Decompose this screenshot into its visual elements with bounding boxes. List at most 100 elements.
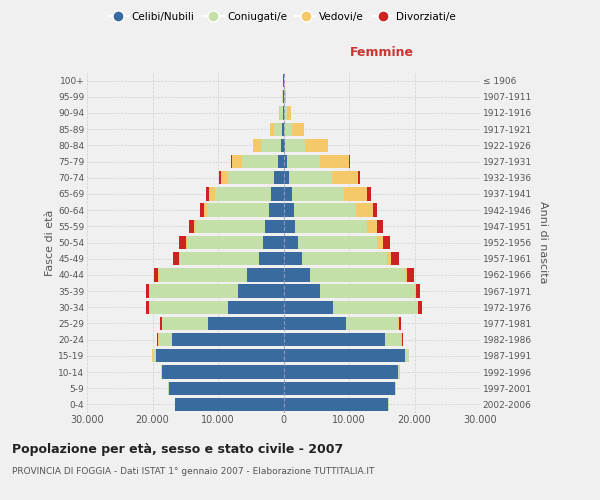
Bar [208,317,284,330]
Bar [284,236,298,249]
Bar [196,220,265,233]
Bar [156,349,284,362]
Bar [280,106,283,120]
Bar [284,188,292,200]
Bar [158,268,159,281]
Bar [320,155,349,168]
Bar [179,236,186,249]
Bar [179,252,180,266]
Bar [161,366,163,378]
Bar [215,188,271,200]
Bar [278,155,284,168]
Bar [238,284,284,298]
Bar [298,236,377,249]
Bar [398,317,399,330]
Bar [346,317,398,330]
Bar [284,317,346,330]
Bar [310,268,404,281]
Bar [287,106,290,120]
Bar [373,204,377,217]
Bar [401,333,402,346]
Bar [385,333,401,346]
Bar [253,138,261,152]
Bar [282,122,284,136]
Bar [404,268,407,281]
Bar [242,155,278,168]
Bar [284,382,395,395]
Bar [146,284,149,298]
Bar [146,300,149,314]
Bar [159,333,172,346]
Bar [259,252,284,266]
Bar [284,106,287,120]
Bar [415,284,416,298]
Bar [377,220,383,233]
Bar [284,300,332,314]
Bar [332,300,418,314]
Bar [367,220,377,233]
Bar [149,284,238,298]
Bar [294,204,356,217]
Bar [284,90,285,104]
Bar [284,138,285,152]
Bar [163,317,208,330]
Bar [229,171,274,184]
Bar [367,188,371,200]
Bar [292,122,304,136]
Bar [282,90,283,104]
Text: PROVINCIA DI FOGGIA - Dati ISTAT 1° gennaio 2007 - Elaborazione TUTTITALIA.IT: PROVINCIA DI FOGGIA - Dati ISTAT 1° genn… [12,468,374,476]
Bar [383,236,390,249]
Bar [377,236,383,249]
Bar [387,252,391,266]
Bar [186,236,187,249]
Bar [161,317,163,330]
Bar [158,333,159,346]
Bar [218,171,221,184]
Bar [175,398,284,411]
Bar [284,366,398,378]
Bar [349,155,350,168]
Bar [221,171,229,184]
Bar [172,333,284,346]
Bar [269,204,284,217]
Bar [284,155,287,168]
Bar [278,106,280,120]
Bar [173,252,179,266]
Bar [407,268,414,281]
Bar [284,284,320,298]
Bar [284,122,292,136]
Bar [332,171,358,184]
Bar [169,382,284,395]
Bar [416,284,421,298]
Bar [180,252,259,266]
Bar [232,155,242,168]
Bar [305,138,328,152]
Bar [358,171,360,184]
Bar [168,382,169,395]
Bar [284,171,289,184]
Bar [284,333,385,346]
Bar [261,138,281,152]
Bar [263,236,284,249]
Bar [194,220,196,233]
Bar [292,188,344,200]
Bar [284,349,404,362]
Bar [228,300,284,314]
Bar [402,333,403,346]
Bar [356,204,373,217]
Bar [284,204,294,217]
Bar [154,268,158,281]
Bar [284,398,388,411]
Bar [289,171,332,184]
Bar [200,204,203,217]
Bar [391,252,399,266]
Bar [344,188,367,200]
Text: Femmine: Femmine [350,46,414,59]
Bar [281,138,284,152]
Legend: Celibi/Nubili, Coniugati/e, Vedovi/e, Divorziati/e: Celibi/Nubili, Coniugati/e, Vedovi/e, Di… [104,8,460,26]
Bar [274,122,282,136]
Bar [418,300,422,314]
Bar [209,188,215,200]
Bar [274,171,284,184]
Y-axis label: Fasce di età: Fasce di età [45,210,55,276]
